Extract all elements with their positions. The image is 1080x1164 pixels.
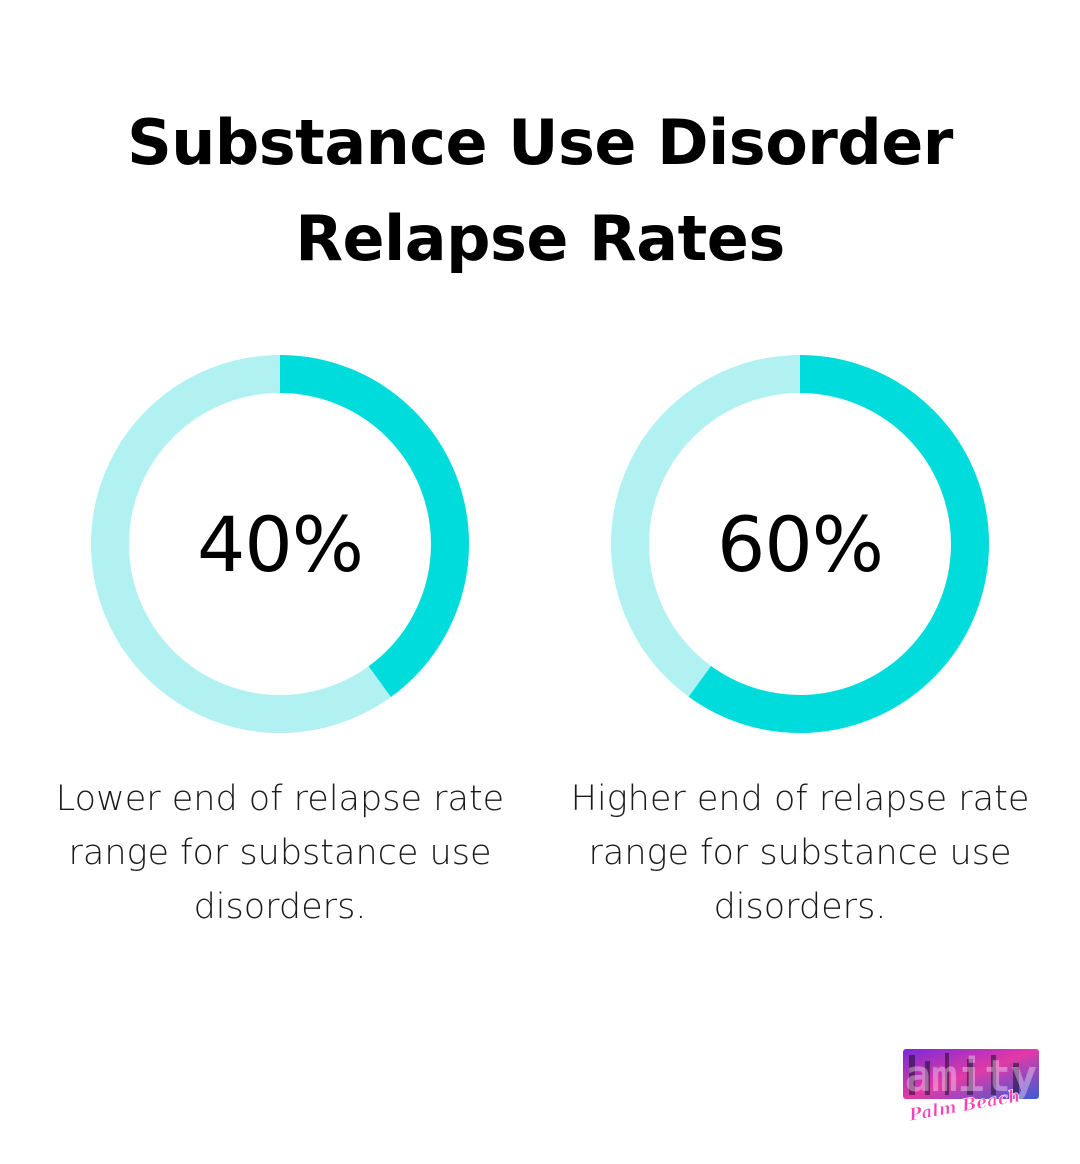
caption-lower-line-1: Lower end of relapse rate — [55, 779, 505, 819]
donut-chart-lower: 40% — [91, 355, 469, 733]
donut-chart-higher: 60% — [611, 355, 989, 733]
logo-graphic: amity Palm Beach — [903, 1049, 1039, 1126]
logo-wordmark: amity — [905, 1051, 1037, 1102]
caption-lower: Lower end of relapse rate range for subs… — [30, 772, 530, 934]
caption-higher-line-1: Higher end of relapse rate — [570, 779, 1030, 819]
caption-lower-line-3: disorders. — [193, 887, 367, 927]
donut-svg-higher — [611, 355, 989, 733]
chart-title-line-1: Substance Use Disorder — [127, 106, 953, 179]
donut-value-lower: 40% — [197, 499, 364, 589]
caption-higher: Higher end of relapse rate range for sub… — [550, 772, 1050, 934]
caption-higher-line-3: disorders. — [713, 887, 887, 927]
donut-fill-lower — [91, 355, 469, 733]
chart-title: Substance Use Disorder Relapse Rates — [40, 95, 1040, 287]
donut-value-higher: 60% — [717, 499, 884, 589]
caption-higher-line-2: range for substance use — [588, 833, 1012, 873]
chart-title-line-2: Relapse Rates — [295, 202, 785, 275]
amity-palm-beach-logo: amity Palm Beach — [895, 1045, 1043, 1126]
donut-fill-higher — [611, 355, 989, 733]
caption-lower-line-2: range for substance use — [68, 833, 492, 873]
donut-svg-lower — [91, 355, 469, 733]
